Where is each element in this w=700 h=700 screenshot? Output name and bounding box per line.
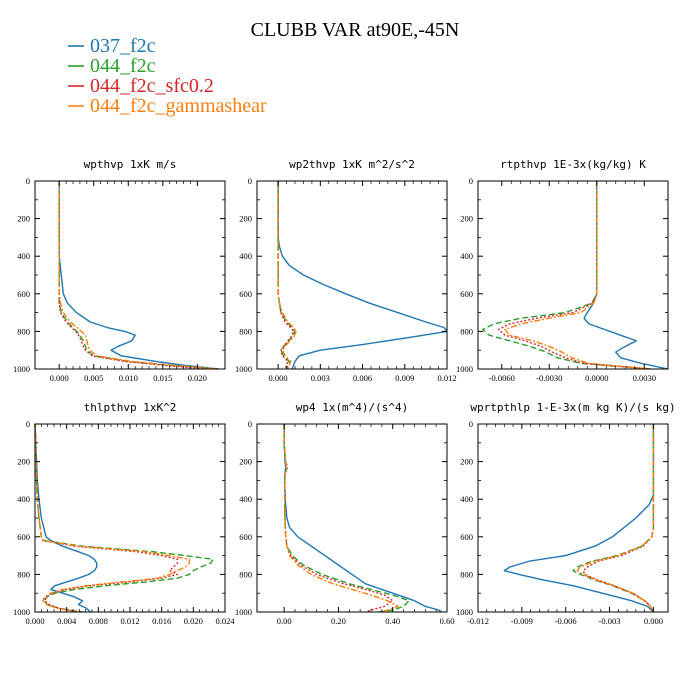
x-tick-label: 0.012 [120, 616, 139, 626]
x-tick-label: -0.0060 [489, 373, 515, 383]
y-tick-label: 400 [17, 494, 30, 504]
y-tick-label: 400 [239, 494, 252, 504]
chart-panel: rtpthvp 1E-3x(kg/kg) K 0 200 400 600 800 1000 -… [456, 158, 669, 383]
series-line-037-f2c [283, 424, 442, 613]
x-tick-label: 0.020 [188, 373, 207, 383]
y-tick-label: 600 [17, 289, 30, 299]
y-tick-label: 200 [239, 457, 252, 467]
series-line-044-f2c-gammashear [576, 424, 655, 613]
y-tick-label: 200 [17, 214, 30, 224]
y-tick-label: 1000 [13, 607, 30, 617]
y-tick-label: 0 [469, 419, 473, 429]
y-tick-label: 600 [460, 289, 473, 299]
y-tick-label: 800 [239, 326, 252, 336]
x-tick-label: 0.008 [89, 616, 108, 626]
panel-title: wprtpthlp 1-E-3x(m kg K)/(s kg) [470, 401, 675, 414]
y-tick-label: 400 [239, 251, 252, 261]
chart-panel: wprtpthlp 1-E-3x(m kg K)/(s kg) 0 200 400 60… [456, 401, 676, 626]
y-tick-label: 0 [248, 176, 252, 186]
legend-entry-label: 037_f2c [90, 35, 156, 57]
series-line-044-f2c-gammashear [283, 424, 399, 613]
y-tick-label: 1000 [13, 364, 30, 374]
x-tick-label: 0.000 [25, 616, 44, 626]
x-tick-label: 0.20 [331, 616, 346, 626]
y-tick-label: 0 [469, 176, 473, 186]
y-tick-label: 0 [26, 176, 30, 186]
x-tick-label: 0.010 [119, 373, 138, 383]
y-tick-label: 600 [460, 532, 473, 542]
x-tick-label: 0.012 [437, 373, 456, 383]
x-tick-label: 0.0030 [633, 373, 656, 383]
x-tick-label: 0.60 [440, 616, 455, 626]
x-tick-label: 0.0000 [585, 373, 608, 383]
y-tick-label: 0 [26, 419, 30, 429]
y-tick-label: 800 [460, 326, 473, 336]
legend-entry-label: 044_f2c_gammashear [90, 95, 267, 117]
y-tick-label: 200 [460, 457, 473, 467]
x-tick-label: 0.006 [353, 373, 372, 383]
chart-panel: wp2thvp 1xK m^2/s^2 0 200 400 600 800 1000 0.00… [235, 158, 457, 383]
series-line-044-f2c-gammashear [277, 181, 298, 370]
panel-title: thlpthvp 1xK^2 [84, 401, 177, 414]
x-tick-label: 0.40 [385, 616, 400, 626]
y-tick-label: 200 [239, 214, 252, 224]
x-tick-label: 0.005 [84, 373, 103, 383]
y-tick-label: 600 [239, 289, 252, 299]
y-tick-label: 800 [17, 326, 30, 336]
x-tick-label: -0.0030 [536, 373, 562, 383]
y-tick-label: 800 [17, 569, 30, 579]
y-tick-label: 0 [248, 419, 252, 429]
y-tick-label: 600 [239, 532, 252, 542]
series-line-044-f2c-sfc0-2 [34, 423, 179, 613]
legend: 037_f2c044_f2c044_f2c_sfc0.2044_f2c_gamm… [68, 35, 267, 117]
x-tick-label: 0.00 [277, 616, 292, 626]
x-tick-label: 0.015 [153, 373, 172, 383]
y-tick-label: 1000 [235, 607, 252, 617]
y-tick-label: 200 [460, 214, 473, 224]
panel-title: wp2thvp 1xK m^2/s^2 [289, 158, 415, 171]
chart-panel: wp4 1x(m^4)/(s^4) 0 200 400 600 800 1000 0.00 0.… [235, 401, 454, 626]
x-tick-label: 0.004 [57, 616, 77, 626]
x-tick-label: -0.003 [599, 616, 621, 626]
y-tick-label: 400 [17, 251, 30, 261]
x-tick-label: 0.000 [644, 616, 663, 626]
y-tick-label: 1000 [456, 364, 473, 374]
legend-entry-label: 044_f2c [90, 55, 156, 77]
x-tick-label: 0.000 [50, 373, 69, 383]
panel-title: wpthvp 1xK m/s [84, 158, 177, 171]
x-tick-label: -0.009 [511, 616, 533, 626]
x-tick-label: 0.020 [184, 616, 203, 626]
x-tick-label: 0.003 [311, 373, 330, 383]
series-line-044-f2c-sfc0-2 [58, 181, 205, 370]
x-tick-label: 0.016 [152, 616, 171, 626]
x-tick-label: -0.012 [467, 616, 489, 626]
x-tick-label: 0.024 [215, 616, 235, 626]
x-tick-label: 0.000 [269, 373, 288, 383]
series-line-037-f2c [34, 423, 98, 613]
panel-title: wp4 1x(m^4)/(s^4) [296, 401, 409, 414]
series-line-044-f2c-gammashear [58, 181, 219, 370]
y-tick-label: 400 [460, 251, 473, 261]
series-line-044-f2c [482, 181, 653, 370]
legend-entry-label: 044_f2c_sfc0.2 [90, 75, 214, 97]
y-tick-label: 800 [239, 569, 252, 579]
chart-panel: wpthvp 1xK m/s 0 200 400 600 800 1000 0.000 0.00… [13, 158, 226, 383]
y-tick-label: 800 [460, 569, 473, 579]
x-tick-label: 0.009 [395, 373, 414, 383]
y-tick-label: 400 [460, 494, 473, 504]
y-tick-label: 600 [17, 532, 30, 542]
x-tick-label: -0.006 [555, 616, 577, 626]
series-line-044-f2c-gammashear [504, 181, 651, 370]
y-tick-label: 200 [17, 457, 30, 467]
series-line-044-f2c-sfc0-2 [497, 181, 650, 370]
y-tick-label: 1000 [235, 364, 252, 374]
panel-title: rtpthvp 1E-3x(kg/kg) K [500, 158, 646, 171]
y-tick-label: 1000 [456, 607, 473, 617]
series-line-044-f2c [58, 181, 219, 370]
figure-title: CLUBB VAR at90E,-45N [251, 19, 460, 41]
